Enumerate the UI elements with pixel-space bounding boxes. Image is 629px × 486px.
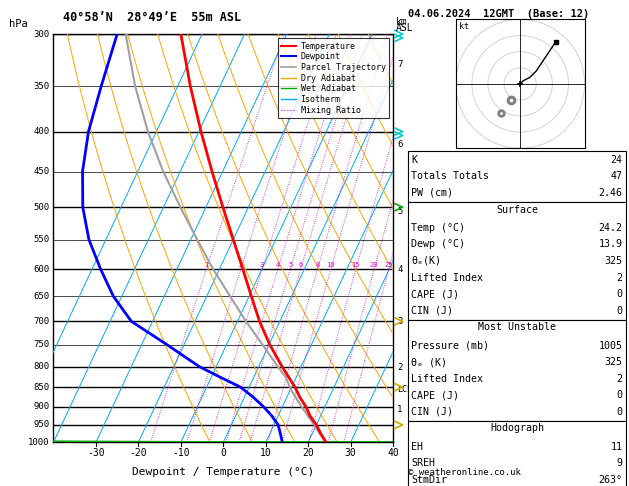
Text: 15: 15	[352, 262, 360, 268]
Text: 6: 6	[299, 262, 303, 268]
Text: θₑ (K): θₑ (K)	[411, 357, 447, 367]
Text: Dewpoint / Temperature (°C): Dewpoint / Temperature (°C)	[132, 467, 314, 477]
Text: CAPE (J): CAPE (J)	[411, 289, 459, 299]
Text: km: km	[396, 17, 408, 27]
Text: K: K	[411, 155, 418, 165]
Text: -20: -20	[130, 449, 147, 458]
Text: 650: 650	[33, 292, 50, 301]
Text: 3: 3	[260, 262, 264, 268]
Text: Lifted Index: Lifted Index	[411, 273, 483, 282]
Text: 5: 5	[288, 262, 292, 268]
Text: 9: 9	[616, 458, 623, 468]
Text: 0: 0	[220, 449, 226, 458]
Text: EH: EH	[411, 442, 423, 451]
Text: 20: 20	[370, 262, 379, 268]
Text: 350: 350	[33, 82, 50, 91]
Text: 2: 2	[616, 374, 623, 383]
Text: 450: 450	[33, 167, 50, 176]
Text: 900: 900	[33, 402, 50, 411]
Text: StmDir: StmDir	[411, 475, 447, 485]
Text: 2: 2	[397, 363, 403, 372]
Text: Mixing Ratio (g/kg): Mixing Ratio (g/kg)	[412, 187, 421, 289]
Text: Lifted Index: Lifted Index	[411, 374, 483, 383]
Text: 850: 850	[33, 382, 50, 392]
Text: Dewp (°C): Dewp (°C)	[411, 240, 465, 249]
Text: CIN (J): CIN (J)	[411, 306, 454, 315]
Text: 1: 1	[397, 405, 403, 414]
Text: 4: 4	[276, 262, 280, 268]
Text: Totals Totals: Totals Totals	[411, 172, 489, 181]
Text: CAPE (J): CAPE (J)	[411, 390, 459, 400]
Text: 325: 325	[604, 357, 623, 367]
Text: 0: 0	[616, 289, 623, 299]
Text: 30: 30	[345, 449, 357, 458]
Text: 25: 25	[384, 262, 393, 268]
Text: 1: 1	[204, 262, 209, 268]
Legend: Temperature, Dewpoint, Parcel Trajectory, Dry Adiabat, Wet Adiabat, Isotherm, Mi: Temperature, Dewpoint, Parcel Trajectory…	[278, 38, 389, 118]
Text: 1000: 1000	[28, 438, 50, 447]
Text: 24: 24	[611, 155, 623, 165]
Text: 40°58’N  28°49’E  55m ASL: 40°58’N 28°49’E 55m ASL	[63, 11, 241, 23]
Text: 40: 40	[387, 449, 399, 458]
Text: 0: 0	[616, 306, 623, 315]
Text: 6: 6	[397, 139, 403, 149]
Text: hPa: hPa	[9, 19, 28, 29]
Text: 263°: 263°	[599, 475, 623, 485]
Text: 10: 10	[260, 449, 272, 458]
Text: 8: 8	[315, 262, 320, 268]
Text: CIN (J): CIN (J)	[411, 407, 454, 417]
Text: 04.06.2024  12GMT  (Base: 12): 04.06.2024 12GMT (Base: 12)	[408, 9, 589, 18]
Text: 0: 0	[616, 407, 623, 417]
Text: PW (cm): PW (cm)	[411, 188, 454, 198]
Text: 950: 950	[33, 420, 50, 429]
Text: Temp (°C): Temp (°C)	[411, 223, 465, 233]
Text: 13.9: 13.9	[599, 240, 623, 249]
Text: 5: 5	[397, 207, 403, 216]
Text: 1005: 1005	[599, 341, 623, 350]
Text: 550: 550	[33, 235, 50, 244]
Text: ASL: ASL	[396, 22, 414, 33]
Text: 2.46: 2.46	[599, 188, 623, 198]
Text: Surface: Surface	[496, 205, 538, 215]
Text: 600: 600	[33, 264, 50, 274]
Text: 750: 750	[33, 340, 50, 349]
Text: -30: -30	[87, 449, 105, 458]
Text: 2: 2	[239, 262, 243, 268]
Text: © weatheronline.co.uk: © weatheronline.co.uk	[408, 468, 520, 477]
Text: 11: 11	[611, 442, 623, 451]
Text: 7: 7	[397, 60, 403, 69]
Text: 700: 700	[33, 317, 50, 326]
Text: 800: 800	[33, 362, 50, 371]
Text: 2: 2	[616, 273, 623, 282]
Text: 0: 0	[616, 390, 623, 400]
Text: 3: 3	[397, 317, 403, 326]
Text: 47: 47	[611, 172, 623, 181]
Text: 325: 325	[604, 256, 623, 266]
Text: kt: kt	[459, 22, 469, 31]
Text: Pressure (mb): Pressure (mb)	[411, 341, 489, 350]
Text: -10: -10	[172, 449, 190, 458]
Text: 400: 400	[33, 127, 50, 136]
Text: LCL: LCL	[397, 384, 412, 394]
Text: 500: 500	[33, 203, 50, 212]
Text: θₑ(K): θₑ(K)	[411, 256, 442, 266]
Text: 10: 10	[326, 262, 335, 268]
Text: 4: 4	[397, 265, 403, 274]
Text: 24.2: 24.2	[599, 223, 623, 233]
Text: 20: 20	[303, 449, 314, 458]
Text: 300: 300	[33, 30, 50, 38]
Text: Hodograph: Hodograph	[490, 423, 544, 434]
Text: SREH: SREH	[411, 458, 435, 468]
Text: Most Unstable: Most Unstable	[478, 322, 556, 332]
